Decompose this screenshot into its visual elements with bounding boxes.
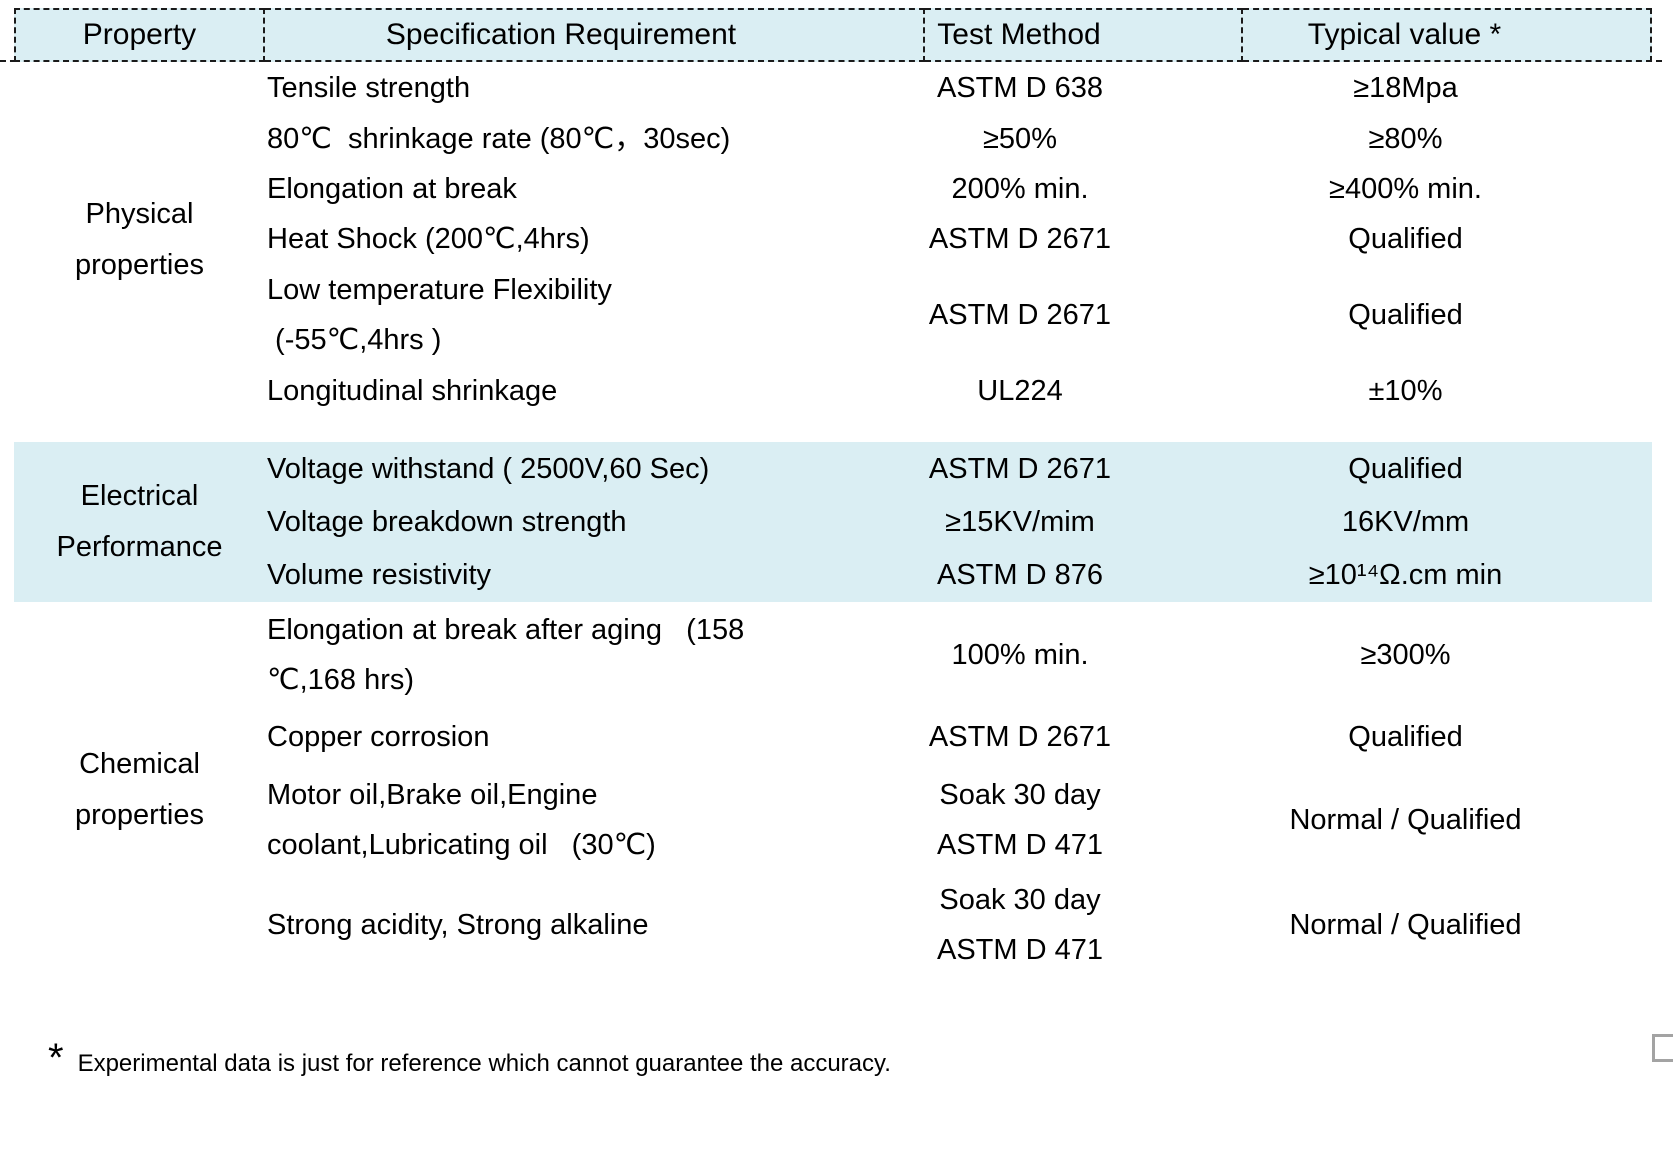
typical-value-cell: ≥10¹⁴Ω.cm min [1308,559,1503,591]
table-row: Voltage breakdown strength ≥15KV/mim 16K… [265,495,1652,548]
spec-cell: Voltage breakdown strength [267,505,627,538]
test-method-cell: ASTM D 2671 [928,721,1112,753]
spec-cell: Copper corrosion [267,721,490,753]
section-rows: Tensile strength ASTM D 638 ≥18Mpa 80℃ s… [265,62,1652,417]
table-row: Longitudinal shrinkage UL224 ±10% [265,365,1652,417]
table-row: Tensile strength ASTM D 638 ≥18Mpa [265,62,1652,113]
test-method-cell: ASTM D 638 [937,71,1103,104]
test-method-cell: ASTM D 2671 [928,298,1112,331]
footnote: * Experimental data is just for referenc… [48,1038,891,1084]
typical-value-cell: Qualified [1348,298,1463,331]
spec-cell: Elongation at break after aging (158 ℃,1… [267,613,745,696]
table-row: Voltage withstand ( 2500V,60 Sec) ASTM D… [265,442,1652,495]
section-physical-properties: Physical properties Tensile strength AST… [14,62,1652,417]
spec-cell: Volume resistivity [267,559,492,591]
spec-cell: Tensile strength [267,71,471,104]
header-property-label: Property [82,18,197,51]
table-row: Motor oil,Brake oil,Engine coolant,Lubri… [265,767,1652,872]
typical-value-cell: ≥18Mpa [1353,71,1458,104]
test-method-cell: Soak 30 day ASTM D 471 [937,778,1103,861]
property-group-label: Chemical properties [75,748,204,831]
test-method-cell: ≥15KV/mim [945,505,1095,538]
typical-value-cell: ≥300% [1360,638,1451,671]
spec-cell: 80℃ shrinkage rate (80℃，30sec) [267,122,731,155]
table-header-row: Property Specification Requirement Test … [14,8,1652,62]
typical-value-cell: Qualified [1348,721,1463,753]
table-row: Volume resistivity ASTM D 876 ≥10¹⁴Ω.cm … [265,548,1652,602]
typical-value-cell: Normal / Qualified [1289,803,1522,836]
table-row: Heat Shock (200℃,4hrs) ASTM D 2671 Quali… [265,214,1652,264]
table-row: Elongation at break after aging (158 ℃,1… [265,602,1652,707]
typical-value-cell: Qualified [1348,452,1463,485]
header-specification-label: Specification Requirement [385,18,737,51]
typical-value-cell: Qualified [1348,223,1463,255]
table-row: 80℃ shrinkage rate (80℃，30sec) ≥50% ≥80% [265,113,1652,164]
section-electrical-performance: Electrical Performance Voltage withstand… [14,442,1652,602]
table-row: Copper corrosion ASTM D 2671 Qualified [265,707,1652,767]
section-rows: Elongation at break after aging (158 ℃,1… [265,602,1652,978]
spec-cell: Longitudinal shrinkage [267,375,558,407]
test-method-cell: 200% min. [951,173,1089,205]
header-cell-property: Property [14,8,265,62]
table-row: Low temperature Flexibility (-55℃,4hrs )… [265,264,1652,365]
footnote-asterisk: * [48,1036,64,1080]
header-typical-value-label: Typical value * [1307,18,1502,51]
test-method-cell: UL224 [977,375,1063,407]
property-group-label: Physical properties [75,197,204,281]
spec-cell: Strong acidity, Strong alkaline [267,909,649,941]
spec-cell: Heat Shock (200℃,4hrs) [267,223,590,255]
test-method-cell: ASTM D 876 [937,559,1103,591]
header-cell-test-method: Test Method [925,8,1243,62]
property-group-label: Electrical Performance [56,480,223,563]
typical-value-cell: ≥80% [1368,122,1443,155]
spec-cell: Elongation at break [267,173,517,205]
spec-cell: Low temperature Flexibility (-55℃,4hrs ) [267,273,612,356]
typical-value-cell: ±10% [1368,375,1443,407]
footnote-text: Experimental data is just for reference … [77,1050,891,1077]
spec-cell: Motor oil,Brake oil,Engine coolant,Lubri… [267,778,656,861]
spec-cell: Voltage withstand ( 2500V,60 Sec) [267,452,710,485]
header-cell-specification: Specification Requirement [265,8,925,62]
test-method-cell: 100% min. [951,638,1089,671]
test-method-cell: ASTM D 2671 [928,223,1112,255]
test-method-cell: ≥50% [983,122,1057,155]
header-cell-typical-value: Typical value * [1243,8,1652,62]
empty-box-handle [1652,1034,1673,1062]
spec-table: Property Specification Requirement Test … [14,8,1652,978]
typical-value-cell: Normal / Qualified [1289,909,1522,941]
table-row: Strong acidity, Strong alkaline Soak 30 … [265,872,1652,978]
typical-value-cell: ≥400% min. [1329,173,1482,205]
section-gap [14,417,1652,442]
section-rows: Voltage withstand ( 2500V,60 Sec) ASTM D… [265,442,1652,602]
typical-value-cell: 16KV/mm [1341,505,1470,538]
section-chemical-properties: Chemical properties Elongation at break … [14,602,1652,978]
test-method-cell: ASTM D 2671 [928,452,1112,485]
table-row: Elongation at break 200% min. ≥400% min. [265,164,1652,214]
header-test-method-label: Test Method [937,18,1101,51]
test-method-cell: Soak 30 day ASTM D 471 [937,884,1103,966]
